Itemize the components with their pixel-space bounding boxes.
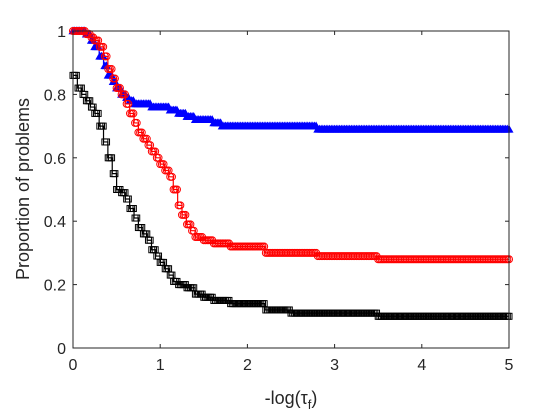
series-marker — [133, 214, 141, 222]
series-layer — [68, 26, 514, 320]
series-marker — [120, 90, 129, 99]
y-tick-label: 0.2 — [44, 278, 66, 295]
y-tick-label: 0 — [57, 341, 66, 358]
series-marker — [132, 118, 141, 127]
series-marker — [99, 122, 107, 130]
series-marker — [103, 138, 111, 146]
series-marker — [167, 172, 176, 181]
x-axis-title-close: ) — [311, 388, 317, 408]
series-marker — [107, 65, 116, 74]
series-marker — [108, 154, 116, 162]
series-circle — [69, 27, 513, 264]
y-tick-label: 0.4 — [44, 214, 66, 231]
series-marker — [102, 52, 111, 61]
series-marker — [94, 109, 102, 117]
x-tick-label: 3 — [330, 357, 339, 374]
x-tick-label: 1 — [156, 357, 165, 374]
plot-box — [72, 30, 510, 349]
series-marker — [110, 74, 119, 83]
y-tick-label: 1 — [57, 24, 66, 41]
series-marker — [129, 109, 138, 118]
series-marker — [99, 42, 108, 51]
x-tick-label: 5 — [505, 357, 514, 374]
x-tick-label: 4 — [417, 357, 426, 374]
y-axis-title: Proportion of problems — [13, 98, 33, 280]
y-tick-label: 0.8 — [44, 87, 66, 104]
series-marker — [124, 99, 133, 108]
series-marker — [124, 195, 132, 203]
series-marker — [129, 205, 137, 213]
x-tick-label: 2 — [243, 357, 252, 374]
series-marker — [146, 236, 154, 244]
x-tick-label: 0 — [69, 357, 78, 374]
y-tick-label: 0.6 — [44, 151, 66, 168]
series-square — [69, 71, 513, 320]
x-axis-title-main: -log(τ — [265, 388, 308, 408]
series-marker — [172, 185, 181, 194]
series-triangle — [68, 26, 514, 133]
ticks-layer: 0 1 2 3 4 5 0 0.2 0.4 0.6 0.8 1 — [44, 24, 514, 374]
series-marker — [181, 210, 190, 219]
x-axis-title: -log(τf) — [265, 388, 318, 412]
x-axis-title-sub: f — [308, 397, 312, 412]
series-marker — [111, 170, 119, 178]
series-marker — [176, 201, 185, 210]
